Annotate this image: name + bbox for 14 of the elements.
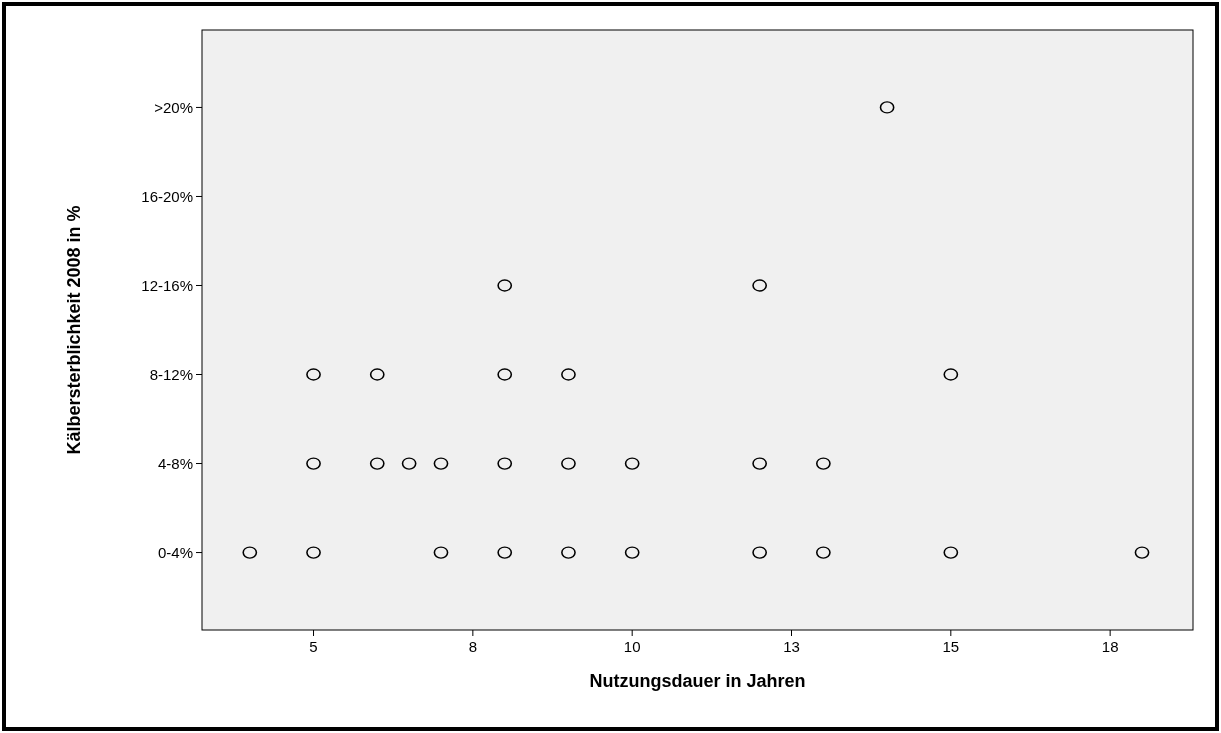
y-tick-label: 4-8% <box>157 454 193 472</box>
x-tick-label: 18 <box>1101 638 1119 655</box>
x-tick-label: 13 <box>783 638 800 655</box>
x-tick-label: 15 <box>942 638 960 655</box>
x-axis-title: Nutzungsdauer in Jahren <box>589 671 806 691</box>
y-tick-label: 16-20% <box>141 187 193 205</box>
x-tick-label: 10 <box>623 638 641 655</box>
y-tick-label: 12-16% <box>141 276 193 294</box>
y-tick-label: >20% <box>154 98 193 116</box>
y-tick-label: 8-12% <box>149 365 193 383</box>
y-tick-label: 0-4% <box>157 543 193 561</box>
y-axis-title: Kälbersterblichkeit 2008 in % <box>64 205 84 455</box>
x-tick-label: 5 <box>309 638 318 655</box>
x-tick-label: 8 <box>468 638 478 655</box>
